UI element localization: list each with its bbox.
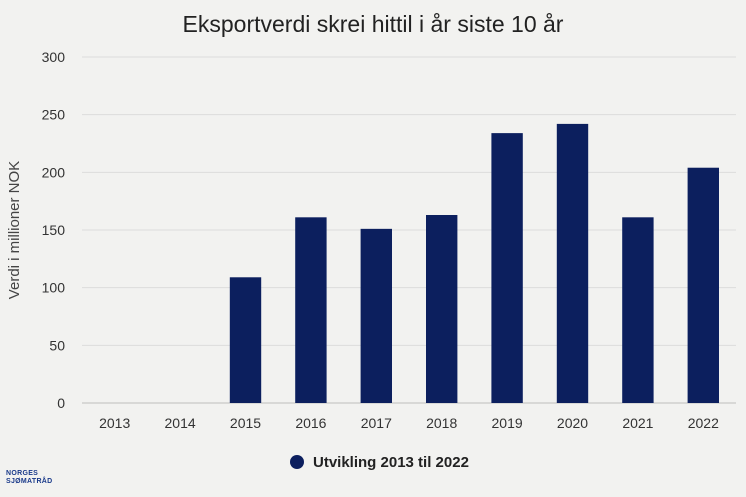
x-tick-label: 2017: [361, 415, 392, 431]
legend[interactable]: Utvikling 2013 til 2022: [290, 454, 469, 471]
x-tick-label: 2022: [688, 415, 719, 431]
bar-2019[interactable]: [491, 133, 523, 403]
x-tick-label: 2019: [492, 415, 523, 431]
legend-label: Utvikling 2013 til 2022: [313, 454, 469, 471]
bar-2020[interactable]: [556, 123, 589, 403]
bar-2018[interactable]: [426, 215, 458, 403]
bar-2021[interactable]: [622, 217, 654, 403]
x-tick-label: 2014: [165, 415, 196, 431]
x-tick-label: 2018: [426, 415, 457, 431]
y-tick-label: 0: [57, 395, 65, 411]
bar-2017[interactable]: [360, 228, 392, 403]
legend-marker: [290, 455, 304, 469]
bar-2022[interactable]: [687, 167, 719, 403]
gridlines: [82, 56, 736, 404]
x-tick-label: 2016: [295, 415, 326, 431]
y-tick-label: 250: [42, 107, 66, 123]
bar-2016[interactable]: [295, 217, 327, 403]
chart-title: Eksportverdi skrei hittil i år siste 10 …: [183, 11, 564, 37]
x-tick-label: 2021: [622, 415, 653, 431]
bars: [229, 123, 719, 403]
x-tick-label: 2015: [230, 415, 261, 431]
y-tick-label: 300: [42, 49, 66, 65]
y-tick-label: 150: [42, 222, 66, 238]
bar-2015[interactable]: [229, 277, 262, 403]
x-tick-label: 2013: [99, 415, 130, 431]
y-tick-label: 200: [42, 164, 66, 180]
x-axis-ticks: 2013 2014 2015 2016 2017 2018 2019 2020 2021 2022: [99, 415, 719, 431]
logo-line2: SJØMATRÅD: [6, 478, 53, 485]
x-tick-label: 2020: [557, 415, 588, 431]
y-tick-label: 100: [42, 280, 66, 296]
logo-line1: NORGES: [6, 470, 39, 477]
y-axis-ticks: 0 50 100 150 200 250 300: [42, 49, 66, 411]
y-tick-label: 50: [49, 337, 65, 353]
y-axis-label: Verdi i millioner NOK: [6, 161, 23, 299]
norges-sjomatrad-logo: NORGES SJØMATRÅD: [6, 470, 53, 486]
